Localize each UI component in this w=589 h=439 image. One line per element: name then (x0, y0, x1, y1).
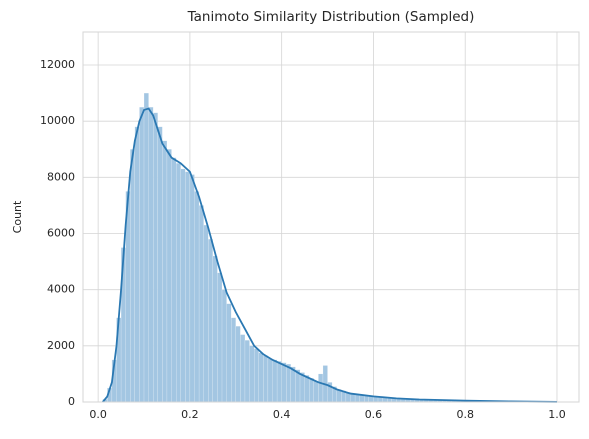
histogram-bar (135, 127, 140, 402)
histogram-bar (305, 375, 310, 402)
y-tick-label: 0 (68, 395, 75, 408)
y-axis-label: Count (11, 200, 24, 233)
histogram-bar (355, 394, 360, 402)
y-tick-label: 12000 (40, 58, 75, 71)
histogram-bar (153, 113, 158, 402)
histogram-bar (181, 169, 186, 402)
histogram-bar (300, 373, 305, 402)
chart-title: Tanimoto Similarity Distribution (Sample… (187, 9, 475, 25)
histogram-bar (318, 374, 323, 402)
histogram-bar (254, 349, 259, 402)
histogram-bar (176, 163, 181, 402)
histogram-bar (268, 358, 273, 402)
histogram-bar (144, 93, 149, 402)
histogram-bar (282, 363, 287, 402)
histogram-bar (236, 326, 241, 402)
histogram-bar (240, 335, 245, 402)
histogram-bar (213, 256, 218, 402)
histogram-bar (286, 364, 291, 402)
y-tick-label: 6000 (47, 226, 75, 239)
histogram-bar (291, 367, 296, 402)
histogram-bar (314, 381, 319, 402)
histogram-bar (204, 225, 209, 402)
x-tick-label: 0.6 (365, 408, 383, 421)
histogram-bar (222, 290, 227, 402)
histogram-bar (309, 378, 314, 402)
x-tick-label: 0.0 (89, 408, 107, 421)
histogram-bar (158, 127, 163, 402)
x-tick-label: 0.2 (181, 408, 199, 421)
histogram-bar (194, 191, 199, 402)
histogram-bar (227, 304, 232, 402)
histogram-bar (250, 346, 255, 402)
y-tick-label: 10000 (40, 114, 75, 127)
histogram-bar (263, 356, 268, 402)
histogram-bar (130, 149, 135, 402)
histogram-bar (149, 107, 154, 402)
histogram-bar (217, 273, 222, 402)
y-tick-label: 2000 (47, 339, 75, 352)
histogram-bar (199, 205, 204, 402)
x-tick-label: 1.0 (548, 408, 566, 421)
histogram-bar (172, 158, 177, 402)
x-tick-label: 0.4 (273, 408, 291, 421)
histogram-bar (190, 175, 195, 402)
histogram-bar (139, 107, 144, 402)
histogram-bar (245, 340, 250, 402)
histogram-bar (231, 318, 236, 402)
histogram-bar (162, 141, 167, 402)
y-tick-label: 8000 (47, 170, 75, 183)
histogram-bar (185, 172, 190, 402)
x-tick-label: 0.8 (456, 408, 474, 421)
histogram-bar (277, 361, 282, 402)
histogram-bar (208, 239, 213, 402)
y-tick-label: 4000 (47, 283, 75, 296)
histogram-bar (167, 149, 172, 402)
histogram-bar (259, 353, 264, 402)
histogram-bar (272, 360, 277, 402)
